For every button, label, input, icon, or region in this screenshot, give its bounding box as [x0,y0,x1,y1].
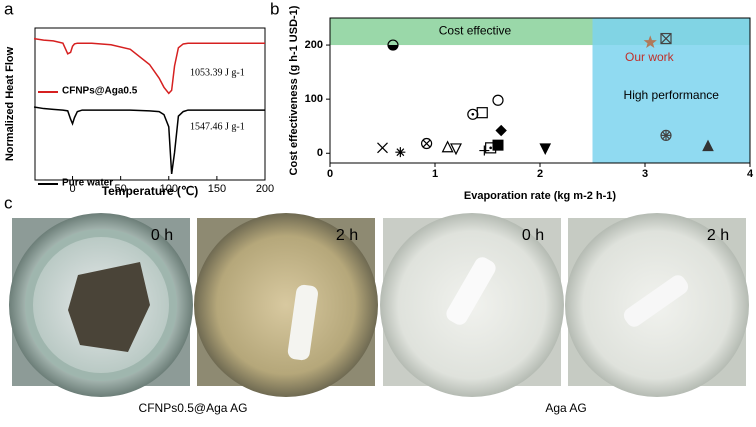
photo-label: 2 h [707,227,729,244]
marker-part [495,124,507,137]
marker-part [539,143,552,156]
photo-label: 0 h [151,227,173,244]
heat-flow-line [33,37,265,95]
panel-label: a [4,0,14,18]
marker-part [702,139,714,152]
x-tick-label: 50 [115,183,127,195]
marker-part [489,146,492,150]
marker-part [388,45,398,51]
legend-label: CFNPs@Aga0.5 [62,86,138,97]
scatter-point [495,124,507,137]
y-tick-label: 0 [317,147,323,159]
scatter-point [450,143,462,156]
photo-label: 2 h [336,227,358,244]
marker-part [643,35,657,48]
x-tick-label: 0 [69,183,75,195]
marker-part [660,33,672,44]
annotation: 1547.46 J g-1 [190,121,245,132]
scatter-point [539,143,552,156]
legend-label: Pure water [62,178,113,189]
annotation: 1053.39 J g-1 [190,67,245,78]
scatter-point [479,145,490,156]
x-axis-label: Evaporation rate (kg m-2 h-1) [464,190,617,202]
marker-part [421,137,433,150]
marker-part [377,142,388,154]
marker-part [476,107,488,119]
marker-part [661,130,671,141]
marker-part [395,147,406,158]
marker-part [479,145,490,156]
y-axis-label: Normalized Heat Flow [4,46,16,161]
scatter-point [702,139,714,152]
scatter-point [476,107,488,119]
y-tick-label: 200 [305,39,323,51]
x-axis-label: Temperature (℃) [102,184,199,198]
marker-part [471,113,475,116]
panel-label: c [4,193,13,212]
x-tick-label: 2 [537,168,543,180]
scatter-point [492,94,504,106]
scatter-point [387,39,399,51]
region-label: Cost effective [439,24,512,38]
marker-part [422,139,431,148]
marker-part [492,94,504,106]
scatter-point [660,129,672,142]
marker-part [441,140,454,153]
scatter-point [377,142,388,154]
marker-part [660,32,672,45]
x-tick-label: 150 [208,183,226,195]
y-tick-label: 100 [305,93,323,105]
region-label: High performance [624,88,720,102]
scatter-point [643,35,657,48]
scatter-point [395,147,406,158]
photo-label: 0 h [522,227,544,244]
y-axis-label: Cost effectiveness (g h-1 USD-1) [288,5,300,175]
heat-flow-line [33,106,265,175]
caption: Aga AG [545,401,586,415]
scatter-point [441,140,454,153]
annotation: Our work [625,50,675,64]
panel-label: b [270,0,279,18]
scatter-point [492,139,504,151]
x-tick-label: 4 [747,168,754,180]
x-tick-label: 0 [327,168,333,180]
scatter-point [467,108,479,120]
x-tick-label: 200 [256,183,274,195]
scatter-point [421,137,433,150]
x-tick-label: 1 [432,168,438,180]
marker-part [492,139,504,151]
photos [9,213,749,397]
caption: CFNPs0.5@Aga AG [139,401,248,415]
plot-frame [34,27,266,181]
x-tick-label: 3 [642,168,648,180]
scatter-point [660,32,672,45]
marker-part [450,143,462,156]
x-tick-label: 100 [160,183,178,195]
